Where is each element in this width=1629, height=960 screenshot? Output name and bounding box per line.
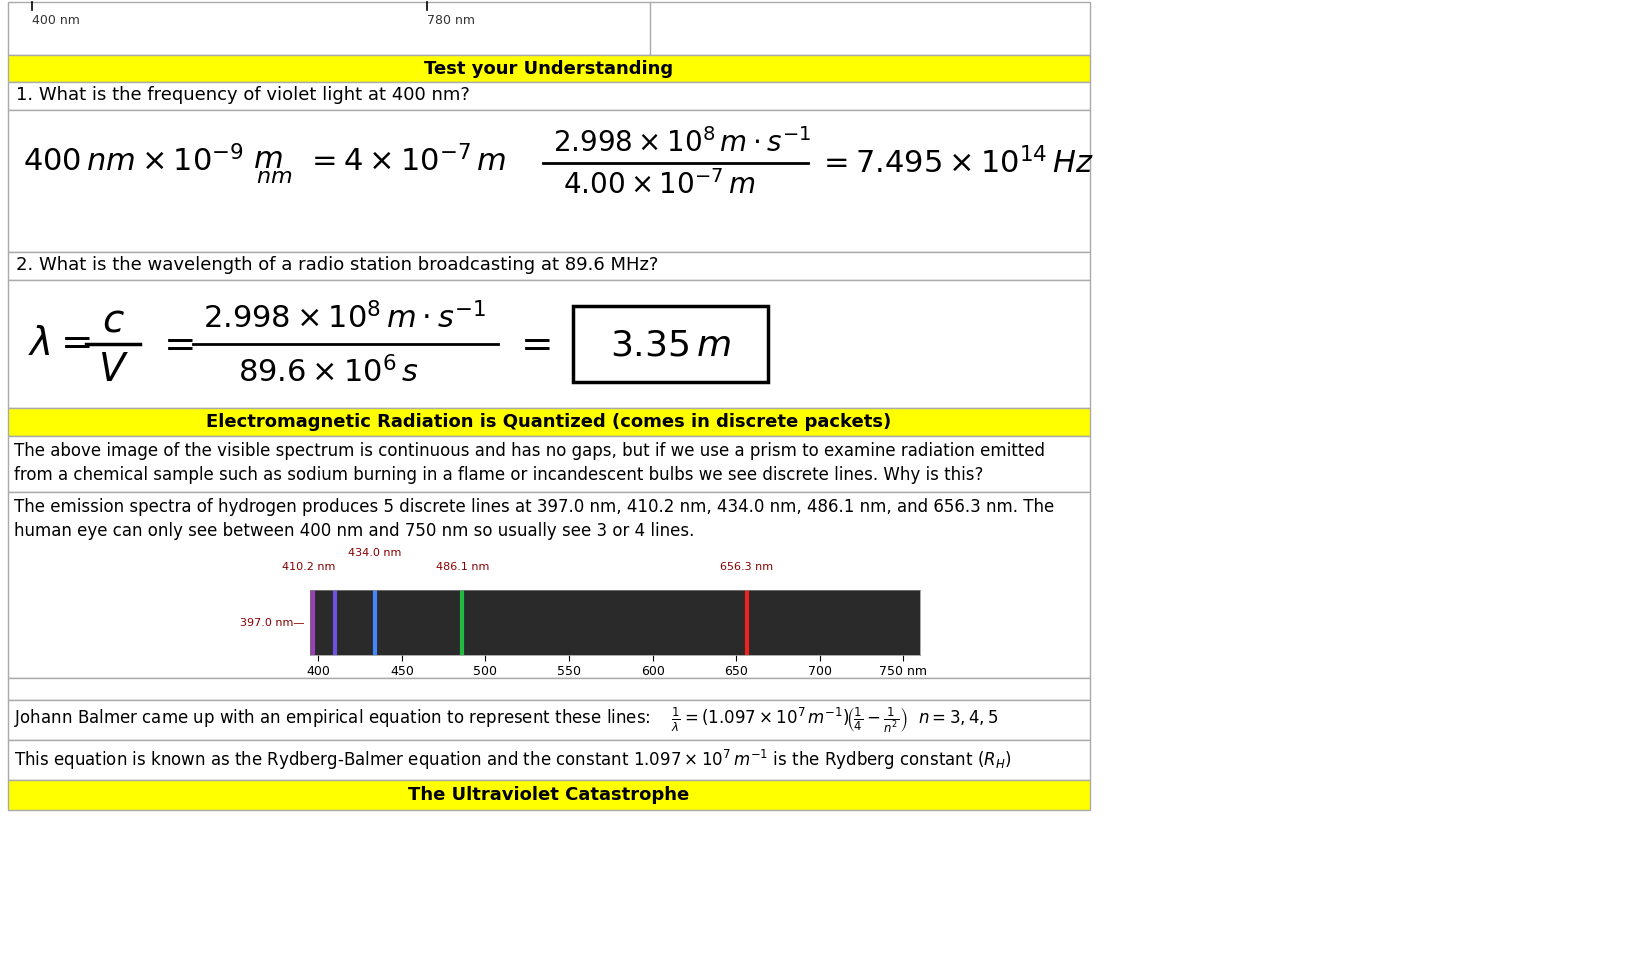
Text: $c$: $c$ bbox=[101, 301, 124, 339]
Bar bbox=[8, 408, 1090, 436]
Text: $V$: $V$ bbox=[98, 351, 129, 389]
Bar bbox=[8, 740, 1090, 780]
Text: 397.0 nm—: 397.0 nm— bbox=[241, 617, 305, 628]
Bar bbox=[8, 55, 1090, 82]
Text: 410.2 nm: 410.2 nm bbox=[282, 562, 336, 572]
Bar bbox=[8, 82, 1090, 110]
Text: This equation is known as the Rydberg-Balmer equation and the constant $1.097 \t: This equation is known as the Rydberg-Ba… bbox=[15, 748, 1012, 772]
Text: 400 nm: 400 nm bbox=[33, 14, 80, 27]
Text: 486.1 nm: 486.1 nm bbox=[435, 562, 489, 572]
Text: $4.00\times 10^{-7}\,m$: $4.00\times 10^{-7}\,m$ bbox=[564, 170, 756, 200]
Text: Test your Understanding: Test your Understanding bbox=[425, 60, 673, 78]
Text: The Ultraviolet Catastrophe: The Ultraviolet Catastrophe bbox=[409, 786, 689, 804]
Text: The above image of the visible spectrum is continuous and has no gaps, but if we: The above image of the visible spectrum … bbox=[15, 442, 1044, 460]
Text: $m$: $m$ bbox=[252, 145, 282, 174]
Text: $=$: $=$ bbox=[513, 325, 551, 363]
Bar bbox=[573, 306, 767, 382]
Text: $2.998\times 10^{8}\,m\cdot s^{-1}$: $2.998\times 10^{8}\,m\cdot s^{-1}$ bbox=[552, 128, 811, 158]
Text: Johann Balmer came up with an empirical equation to represent these lines:    $\: Johann Balmer came up with an empirical … bbox=[15, 706, 999, 734]
Text: Electromagnetic Radiation is Quantized (comes in discrete packets): Electromagnetic Radiation is Quantized (… bbox=[207, 413, 891, 431]
Bar bbox=[8, 110, 1090, 252]
Bar bbox=[8, 780, 1090, 810]
Text: 656.3 nm: 656.3 nm bbox=[720, 562, 774, 572]
Bar bbox=[8, 678, 1090, 700]
Text: 780 nm: 780 nm bbox=[427, 14, 476, 27]
Text: 434.0 nm: 434.0 nm bbox=[349, 548, 402, 558]
Text: $nm$: $nm$ bbox=[256, 167, 292, 187]
Bar bbox=[8, 700, 1090, 740]
Text: $= 7.495\times 10^{14}\,Hz$: $= 7.495\times 10^{14}\,Hz$ bbox=[818, 147, 1093, 180]
Text: human eye can only see between 400 nm and 750 nm so usually see 3 or 4 lines.: human eye can only see between 400 nm an… bbox=[15, 522, 694, 540]
Text: $= 4\times 10^{-7}\,m$: $= 4\times 10^{-7}\,m$ bbox=[306, 145, 507, 178]
Text: $=$: $=$ bbox=[156, 325, 194, 363]
Text: $400\,nm \times 10^{-9}$: $400\,nm \times 10^{-9}$ bbox=[23, 145, 244, 178]
Text: The emission spectra of hydrogen produces 5 discrete lines at 397.0 nm, 410.2 nm: The emission spectra of hydrogen produce… bbox=[15, 498, 1054, 516]
Text: $\lambda =$: $\lambda =$ bbox=[28, 325, 91, 363]
Text: 1. What is the frequency of violet light at 400 nm?: 1. What is the frequency of violet light… bbox=[16, 86, 469, 104]
Text: from a chemical sample such as sodium burning in a flame or incandescent bulbs w: from a chemical sample such as sodium bu… bbox=[15, 466, 984, 484]
Bar bbox=[8, 436, 1090, 492]
Text: $89.6\times 10^{6}\,s$: $89.6\times 10^{6}\,s$ bbox=[238, 356, 419, 388]
Text: 2. What is the wavelength of a radio station broadcasting at 89.6 MHz?: 2. What is the wavelength of a radio sta… bbox=[16, 256, 658, 274]
Text: $3.35\,m$: $3.35\,m$ bbox=[609, 329, 731, 363]
Bar bbox=[8, 252, 1090, 280]
Bar bbox=[8, 492, 1090, 678]
Bar bbox=[8, 280, 1090, 408]
Text: $2.998\times 10^{8}\,m\cdot s^{-1}$: $2.998\times 10^{8}\,m\cdot s^{-1}$ bbox=[204, 301, 487, 334]
Bar bbox=[8, 2, 1090, 55]
